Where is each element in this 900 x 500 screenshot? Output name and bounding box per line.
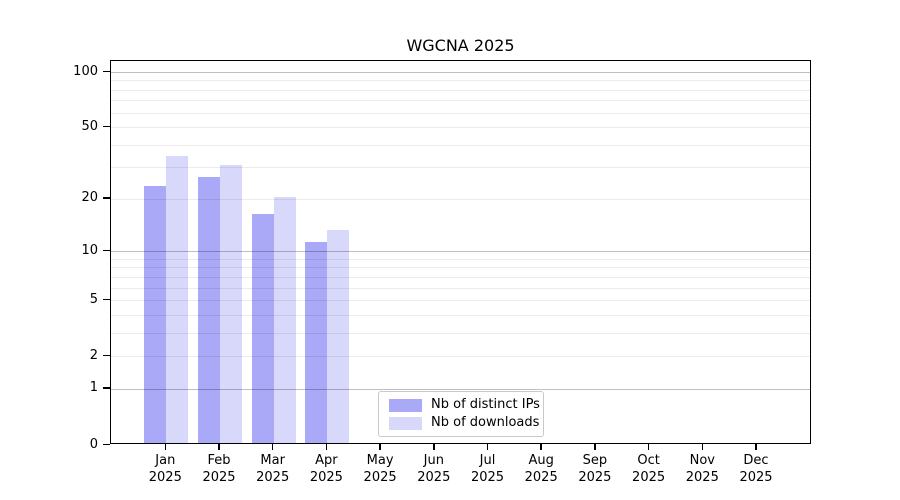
x-tick-mar-2025 xyxy=(271,444,274,450)
y-tick-label-50: 50 xyxy=(81,118,98,134)
gridline-7 xyxy=(111,276,810,278)
gridline-6 xyxy=(111,287,810,289)
y-tick-0 xyxy=(103,443,110,445)
x-tick-label-dec-2025: Dec 2025 xyxy=(726,452,786,486)
x-tick-label-year-apr-2025: 2025 xyxy=(309,470,343,485)
gridline-20 xyxy=(111,198,810,200)
x-tick-jan-2025 xyxy=(164,444,167,450)
x-tick-oct-2025 xyxy=(647,444,650,450)
gridline-1 xyxy=(111,388,810,390)
gridline-5 xyxy=(111,300,810,302)
x-tick-feb-2025 xyxy=(218,444,220,450)
legend-swatch-distinct-ips xyxy=(389,398,422,412)
x-tick-label-year-feb-2025: 2025 xyxy=(202,470,236,485)
y-tick-10 xyxy=(103,249,110,252)
y-tick-label-20: 20 xyxy=(81,190,98,206)
gridline-9 xyxy=(111,258,810,260)
gridline-60 xyxy=(111,112,810,114)
x-tick-label-jan-2025: Jan 2025 xyxy=(135,452,195,486)
x-tick-jun-2025 xyxy=(433,444,435,450)
x-tick-label-year-sep-2025: 2025 xyxy=(578,470,612,485)
bar-nb-of-downloads-apr-2025 xyxy=(327,229,350,443)
y-tick-5 xyxy=(103,298,110,301)
legend-label-distinct-ips: Nb of distinct IPs xyxy=(431,397,540,412)
legend: Nb of distinct IPs Nb of downloads xyxy=(378,391,544,437)
bar-nb-of-downloads-mar-2025 xyxy=(273,196,296,443)
x-tick-label-year-jun-2025: 2025 xyxy=(417,470,451,485)
x-tick-label-year-jan-2025: 2025 xyxy=(148,470,182,485)
x-tick-dec-2025 xyxy=(755,444,757,450)
x-tick-label-aug-2025: Aug 2025 xyxy=(511,452,571,486)
x-tick-label-feb-2025: Feb 2025 xyxy=(189,452,249,486)
bar-nb-of-distinct-ips-feb-2025 xyxy=(198,176,220,443)
y-tick-label-2: 2 xyxy=(89,347,98,363)
legend-row-distinct-ips: Nb of distinct IPs xyxy=(389,398,543,412)
y-tick-label-100: 100 xyxy=(73,63,98,79)
x-tick-label-year-aug-2025: 2025 xyxy=(524,470,558,485)
x-tick-label-nov-2025: Nov 2025 xyxy=(672,452,732,486)
x-tick-label-sep-2025: Sep 2025 xyxy=(565,452,625,486)
gridline-4 xyxy=(111,314,810,316)
y-tick-label-0: 0 xyxy=(89,436,98,452)
x-tick-label-year-mar-2025: 2025 xyxy=(256,470,290,485)
x-tick-sep-2025 xyxy=(594,444,596,450)
x-tick-may-2025 xyxy=(379,444,381,450)
y-tick-1 xyxy=(103,387,110,389)
y-tick-20 xyxy=(103,197,110,199)
x-tick-label-year-dec-2025: 2025 xyxy=(739,470,773,485)
gridline-70 xyxy=(111,100,810,102)
x-tick-label-mar-2025: Mar 2025 xyxy=(243,452,303,486)
x-tick-aug-2025 xyxy=(540,444,542,450)
gridline-8 xyxy=(111,267,810,269)
y-tick-label-1: 1 xyxy=(89,380,98,396)
y-tick-100 xyxy=(103,70,110,72)
gridline-50 xyxy=(111,127,810,129)
x-tick-label-year-nov-2025: 2025 xyxy=(685,470,719,485)
gridline-30 xyxy=(111,167,810,169)
x-tick-label-oct-2025: Oct 2025 xyxy=(619,452,679,486)
legend-row-downloads: Nb of downloads xyxy=(389,416,543,430)
y-tick-2 xyxy=(103,354,110,357)
y-tick-label-10: 10 xyxy=(81,242,98,258)
x-tick-label-jul-2025: Jul 2025 xyxy=(458,452,518,486)
gridline-80 xyxy=(111,89,810,91)
bar-nb-of-distinct-ips-apr-2025 xyxy=(305,242,328,443)
y-tick-label-5: 5 xyxy=(89,291,98,307)
gridline-10 xyxy=(111,251,810,253)
bar-nb-of-downloads-jan-2025 xyxy=(166,155,189,443)
gridline-40 xyxy=(111,144,810,146)
legend-label-downloads: Nb of downloads xyxy=(431,415,540,430)
chart-title: WGCNA 2025 xyxy=(406,36,515,55)
legend-swatch-downloads xyxy=(389,416,422,430)
plot-area xyxy=(110,60,811,444)
x-tick-nov-2025 xyxy=(701,444,704,450)
x-tick-label-apr-2025: Apr 2025 xyxy=(296,452,356,486)
x-tick-label-year-jul-2025: 2025 xyxy=(470,470,505,485)
x-tick-label-jun-2025: Jun 2025 xyxy=(404,452,464,486)
bar-nb-of-downloads-feb-2025 xyxy=(220,165,242,443)
bar-nb-of-distinct-ips-mar-2025 xyxy=(251,214,274,443)
bar-nb-of-distinct-ips-jan-2025 xyxy=(144,186,167,443)
x-tick-apr-2025 xyxy=(325,444,328,450)
gridline-100 xyxy=(111,72,810,73)
x-tick-label-year-may-2025: 2025 xyxy=(363,470,397,485)
x-tick-jul-2025 xyxy=(486,444,489,450)
gridline-90 xyxy=(111,80,810,82)
x-tick-label-year-oct-2025: 2025 xyxy=(632,470,666,485)
y-tick-50 xyxy=(103,125,110,128)
gridline-3 xyxy=(111,332,810,334)
gridline-2 xyxy=(111,356,810,358)
x-tick-label-may-2025: May 2025 xyxy=(350,452,410,486)
